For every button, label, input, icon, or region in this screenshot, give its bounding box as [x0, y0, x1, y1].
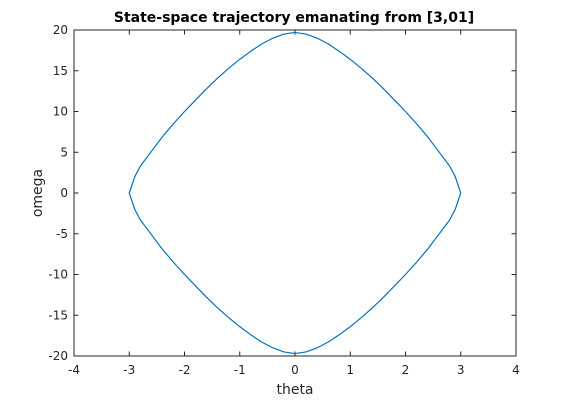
axis-ticks: [73, 29, 517, 357]
y-tick-label: 15: [53, 64, 68, 78]
x-tick-label: 3: [457, 363, 465, 377]
x-axis-label: theta: [276, 382, 313, 398]
y-tick-label: 20: [53, 23, 68, 37]
chart-title: State-space trajectory emanating from [3…: [114, 10, 474, 26]
y-tick-label: -20: [48, 349, 68, 363]
y-tick-label: 10: [53, 105, 68, 119]
x-tick-label: -3: [123, 363, 135, 377]
y-tick-label: -15: [48, 308, 68, 322]
y-axis-label: omega: [30, 169, 46, 217]
trajectory-line: [128, 31, 462, 355]
y-tick-label: -10: [48, 268, 68, 282]
x-tick-label: 4: [512, 363, 520, 377]
y-tick-label: -5: [56, 227, 68, 241]
x-tick-label: -2: [179, 363, 191, 377]
x-tick-label: -4: [68, 363, 80, 377]
y-tick-label: 5: [60, 145, 68, 159]
x-tick-label: 0: [291, 363, 299, 377]
x-tick-label: -1: [234, 363, 246, 377]
plot-area: [73, 29, 517, 357]
y-tick-label: 0: [60, 186, 68, 200]
x-tick-label: 2: [402, 363, 410, 377]
x-tick-label: 1: [346, 363, 354, 377]
